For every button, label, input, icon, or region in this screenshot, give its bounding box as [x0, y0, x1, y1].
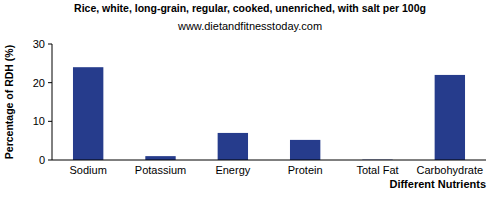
- bar: [290, 140, 320, 160]
- y-tick: [48, 160, 52, 161]
- y-tick-label: 10: [33, 115, 45, 127]
- x-tick-label: Potassium: [135, 164, 186, 176]
- y-tick-label: 30: [33, 38, 45, 50]
- subtitle: www.dietandfitnesstoday.com: [177, 20, 322, 32]
- x-tick-label: Energy: [215, 164, 250, 176]
- x-tick-label: Carbohydrate: [417, 164, 484, 176]
- bar: [218, 133, 248, 160]
- y-tick: [48, 82, 52, 83]
- y-axis: [52, 44, 53, 160]
- y-tick: [48, 121, 52, 122]
- bar: [73, 67, 103, 160]
- y-tick: [48, 44, 52, 45]
- y-tick-label: 0: [39, 154, 45, 166]
- bar: [435, 75, 465, 160]
- bars: [73, 67, 465, 160]
- y-tick-label: 20: [33, 77, 45, 89]
- x-tick-label: Protein: [288, 164, 323, 176]
- chart: Rice, white, long-grain, regular, cooked…: [0, 0, 500, 200]
- x-axis: [52, 160, 486, 161]
- title: Rice, white, long-grain, regular, cooked…: [74, 2, 426, 14]
- x-tick-label: Total Fat: [356, 164, 398, 176]
- y-axis-label: Percentage of RDH (%): [3, 45, 15, 159]
- x-axis-label: Different Nutrients: [389, 178, 486, 190]
- x-tick-label: Sodium: [70, 164, 107, 176]
- bar: [145, 156, 175, 160]
